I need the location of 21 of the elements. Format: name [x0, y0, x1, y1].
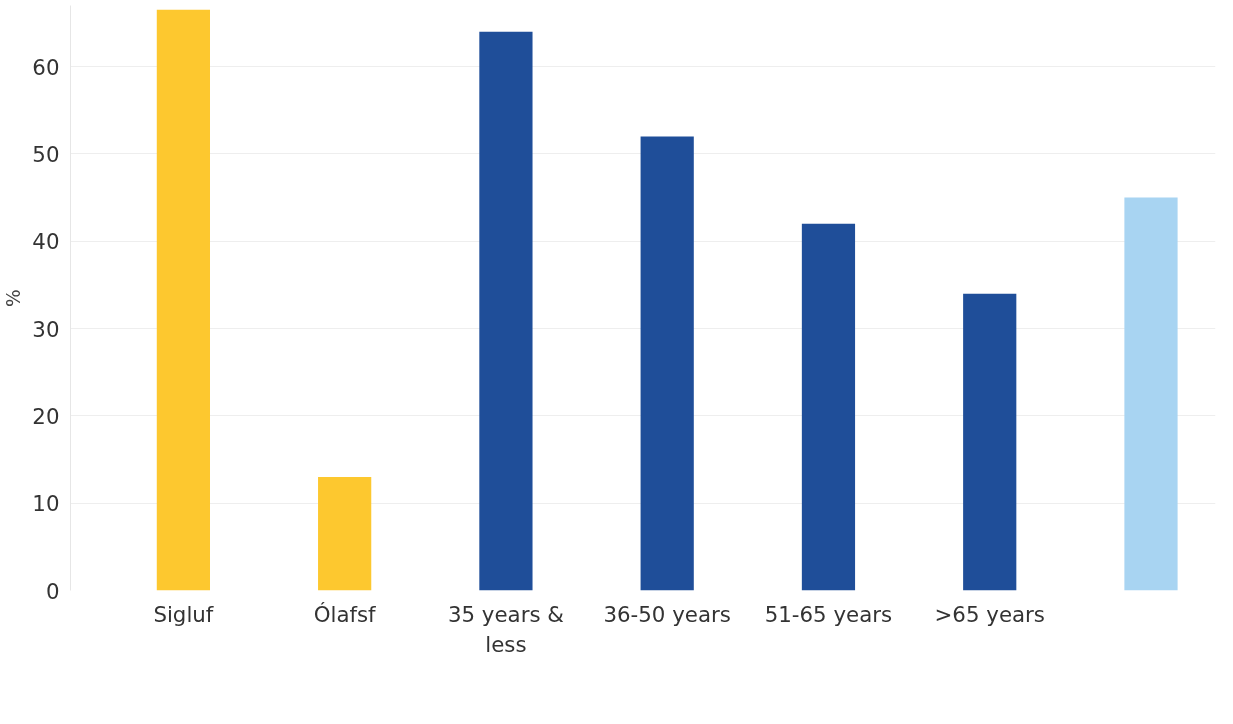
bar [963, 293, 1017, 591]
y-tick-label: 10 [32, 491, 60, 517]
y-tick-label: 50 [32, 141, 60, 167]
y-tick-label: 40 [32, 229, 60, 255]
y-axis-title: % [3, 289, 25, 307]
x-tick-label: >65 years [934, 601, 1045, 627]
x-tick-label: Sigluf [153, 601, 214, 627]
x-tick-label: 35 years & less [447, 601, 564, 657]
bar [1124, 197, 1178, 591]
x-tick-label: 51-65 years [764, 601, 893, 627]
bar [479, 31, 533, 591]
y-tick-label: 60 [32, 54, 60, 80]
y-tick-label: 0 [45, 578, 60, 604]
bar [318, 476, 372, 591]
bar [801, 223, 856, 591]
y-tick-label: 30 [32, 316, 60, 342]
bar [156, 9, 210, 591]
bar [640, 136, 694, 591]
y-tick-label: 20 [32, 403, 60, 429]
x-tick-label: Ólafsf [313, 601, 377, 627]
x-tick-label: 36-50 years [603, 601, 731, 627]
